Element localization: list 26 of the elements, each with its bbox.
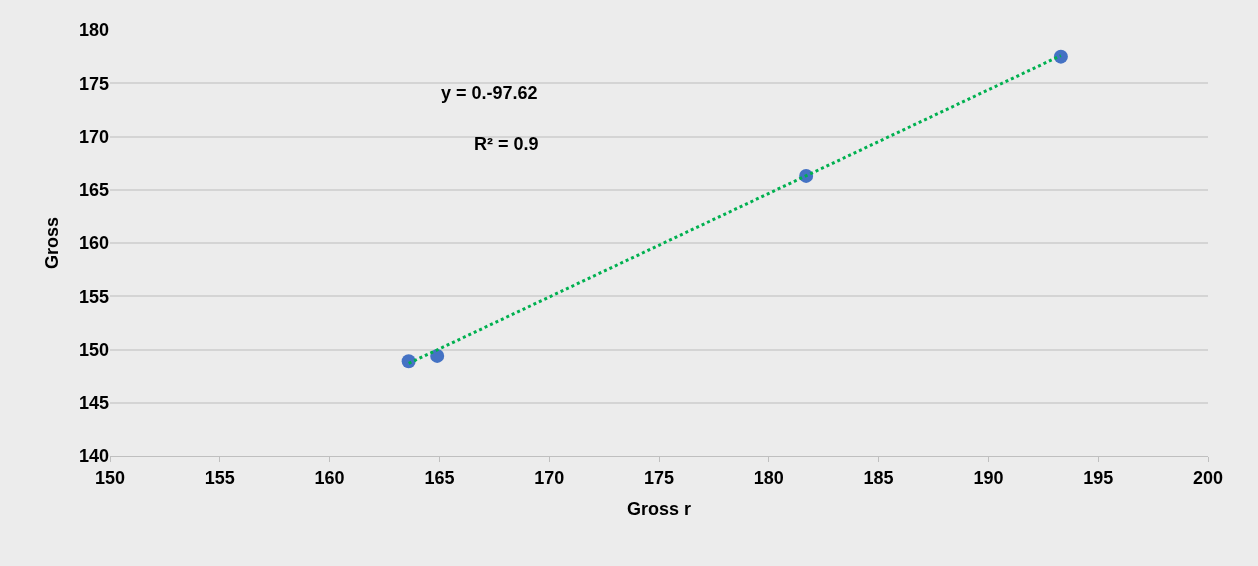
x-tick-label: 160 — [314, 467, 345, 488]
x-tick-label: 155 — [204, 467, 235, 488]
y-tick-label: 180 — [78, 20, 109, 41]
x-tick-label: 185 — [863, 467, 894, 488]
point — [430, 348, 445, 363]
x-tick-label: 150 — [94, 467, 126, 488]
y-tick-label: 155 — [78, 286, 109, 307]
y-tick-label: 160 — [78, 233, 109, 254]
y-tick-label: 140 — [78, 446, 109, 467]
x-axis-title: Gross r — [626, 498, 692, 519]
x-tick-label: 195 — [1083, 467, 1114, 488]
x-tick-label: 165 — [424, 467, 455, 488]
y-tick-label: 175 — [78, 73, 109, 94]
y-axis-title: Gross — [42, 216, 63, 270]
x-tick-label: 200 — [1192, 467, 1224, 488]
annotation: y = 0.-97.62 — [441, 83, 538, 103]
x-tick-label: 175 — [643, 467, 675, 488]
x-tick-label: 170 — [534, 467, 565, 488]
point — [1053, 49, 1068, 64]
x-tick-label: 180 — [753, 467, 784, 488]
x-tick-label: 190 — [973, 467, 1004, 488]
annotation: R² = 0.9 — [474, 134, 539, 154]
y-tick-label: 170 — [78, 126, 109, 147]
y-tick-label: 150 — [78, 339, 109, 360]
y-tick-label: 145 — [78, 393, 109, 414]
y-tick-label: 165 — [78, 180, 109, 201]
